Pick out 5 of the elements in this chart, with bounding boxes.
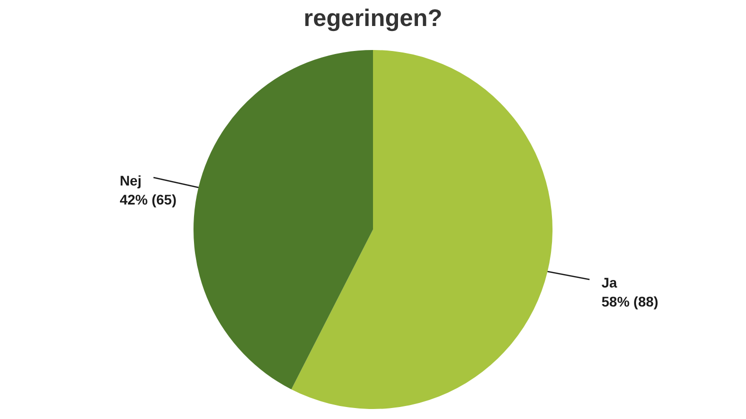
slice-label: Ja [602,274,618,290]
data-label: 42% (65) [120,191,177,208]
data-label: 58% (88) [602,293,658,310]
chart-title: regeringen? [302,4,444,34]
slice-label: Nej [120,172,142,188]
